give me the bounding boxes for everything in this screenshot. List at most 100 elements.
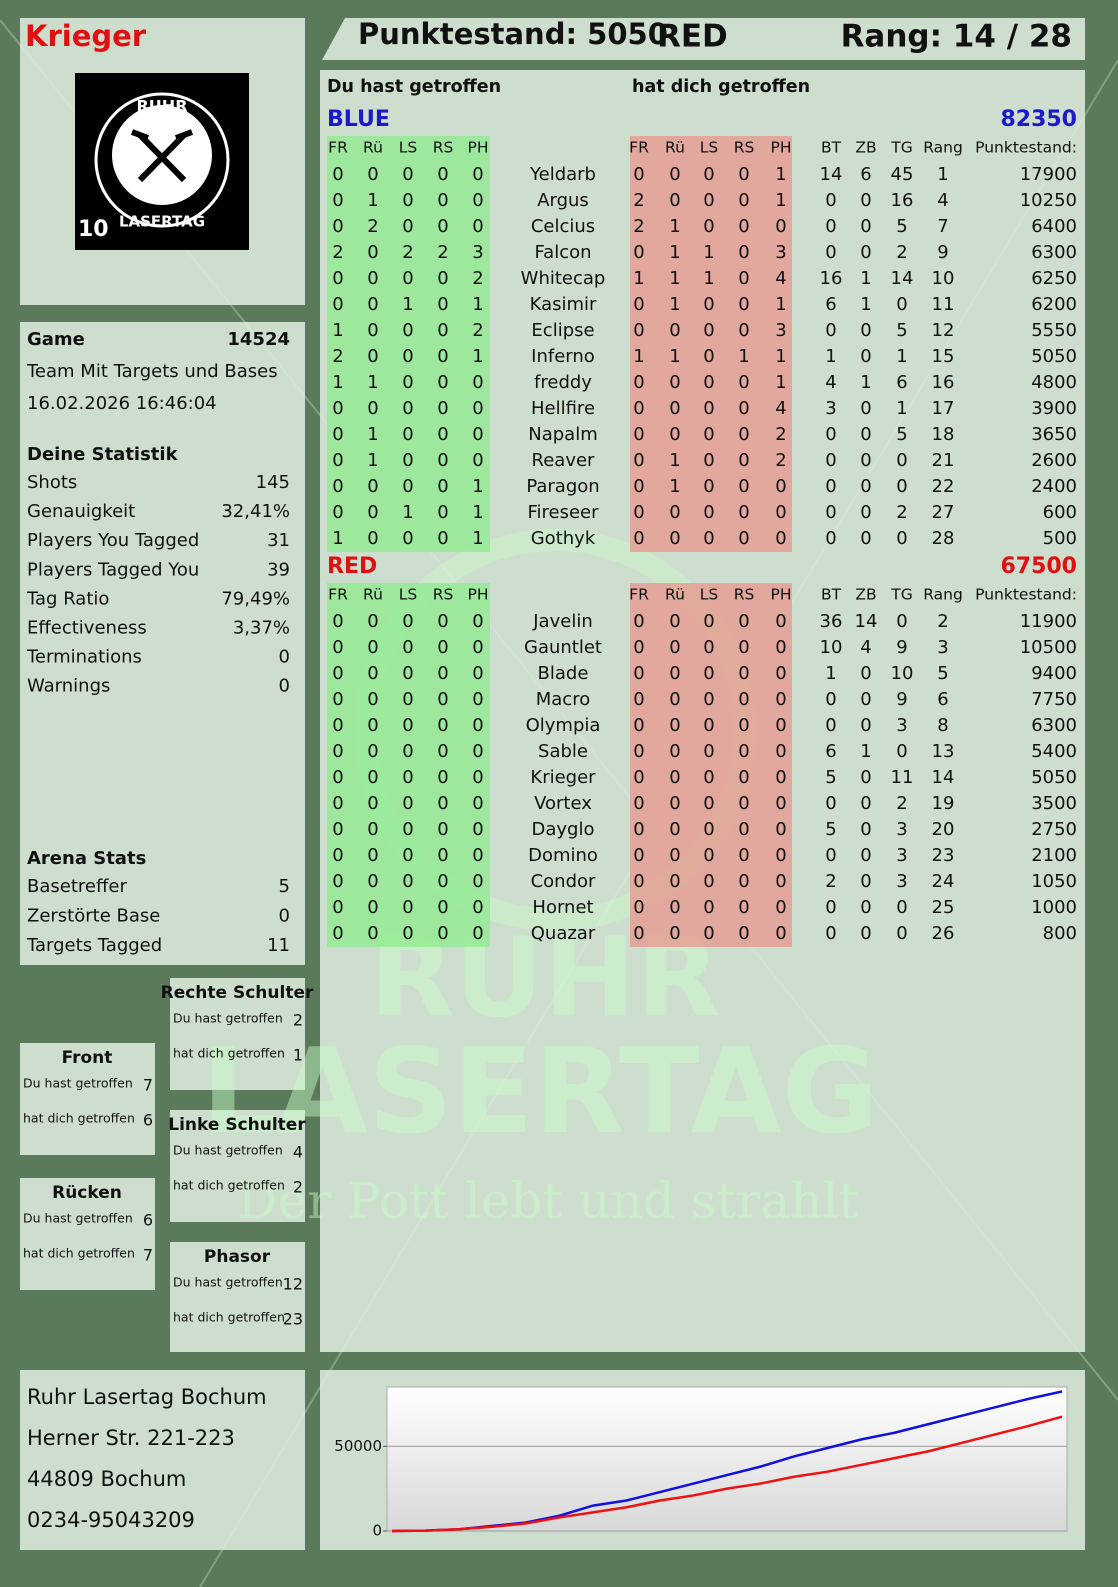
cell: 0 bbox=[775, 637, 786, 658]
cell: 0 bbox=[437, 741, 448, 762]
column-header: RS bbox=[433, 586, 454, 604]
cell: 0 bbox=[860, 845, 871, 866]
header-banner bbox=[322, 18, 1085, 60]
cell: 0 bbox=[332, 767, 343, 788]
cell: 0 bbox=[860, 689, 871, 710]
cell: 0 bbox=[472, 190, 483, 211]
cell: 2 bbox=[402, 242, 413, 263]
address-line: 0234-95043209 bbox=[27, 1508, 195, 1532]
cell: 3 bbox=[775, 320, 786, 341]
cell: 0 bbox=[332, 190, 343, 211]
cell: 0 bbox=[367, 637, 378, 658]
cell: 6250 bbox=[1031, 268, 1077, 289]
zone-panel bbox=[20, 1043, 155, 1155]
cell: 0 bbox=[472, 923, 483, 944]
cell: 13 bbox=[932, 741, 955, 762]
cell: 0 bbox=[367, 611, 378, 632]
player-cell: Quazar bbox=[531, 923, 596, 944]
cell: 0 bbox=[825, 216, 836, 237]
cell: 0 bbox=[669, 320, 680, 341]
zone-label: hat dich getroffen bbox=[173, 1046, 285, 1061]
cell: 2 bbox=[896, 793, 907, 814]
cell: 0 bbox=[437, 715, 448, 736]
cell: 0 bbox=[437, 767, 448, 788]
cell: 15 bbox=[932, 346, 955, 367]
zone-value: 23 bbox=[283, 1310, 303, 1329]
player-cell: Fireseer bbox=[527, 502, 599, 523]
cell: 0 bbox=[703, 164, 714, 185]
cell: 0 bbox=[738, 819, 749, 840]
zone-label: Du hast getroffen bbox=[173, 1143, 283, 1158]
cell: 4 bbox=[825, 372, 836, 393]
cell: 0 bbox=[402, 216, 413, 237]
cell: 0 bbox=[738, 450, 749, 471]
cell: 0 bbox=[367, 741, 378, 762]
cell: 0 bbox=[703, 320, 714, 341]
watermark: Der Pott lebt und strahlt bbox=[238, 1172, 859, 1230]
stat-label: Players You Tagged bbox=[27, 530, 199, 551]
cell: 6 bbox=[937, 689, 948, 710]
cell: 24 bbox=[932, 871, 955, 892]
cell: 0 bbox=[860, 190, 871, 211]
column-header: LS bbox=[700, 586, 718, 604]
cell: 0 bbox=[402, 923, 413, 944]
cell: 1 bbox=[937, 164, 948, 185]
zone-panel bbox=[20, 1178, 155, 1290]
column-header: PH bbox=[467, 586, 488, 604]
cell: 0 bbox=[738, 637, 749, 658]
cell: 0 bbox=[738, 715, 749, 736]
cell: 0 bbox=[825, 320, 836, 341]
cell: 0 bbox=[472, 663, 483, 684]
cell: 0 bbox=[669, 689, 680, 710]
cell: 0 bbox=[825, 242, 836, 263]
cell: 0 bbox=[367, 663, 378, 684]
cell: 0 bbox=[825, 897, 836, 918]
zone-value: 6 bbox=[143, 1111, 153, 1130]
label: 16.02.2026 16:46:04 bbox=[27, 393, 217, 414]
cell: 0 bbox=[633, 741, 644, 762]
cell: 0 bbox=[472, 637, 483, 658]
cell: 0 bbox=[437, 216, 448, 237]
player-cell: Argus bbox=[537, 190, 589, 211]
cell: 0 bbox=[860, 320, 871, 341]
cell: 2 bbox=[937, 611, 948, 632]
cell: 2750 bbox=[1031, 819, 1077, 840]
cell: 1 bbox=[669, 216, 680, 237]
cell: 3 bbox=[775, 242, 786, 263]
player-cell: Domino bbox=[528, 845, 598, 866]
cell: 0 bbox=[367, 819, 378, 840]
cell: 0 bbox=[703, 715, 714, 736]
cell: 0 bbox=[825, 190, 836, 211]
stat-value: 0 bbox=[279, 676, 290, 697]
cell: 0 bbox=[472, 741, 483, 762]
cell: 7750 bbox=[1031, 689, 1077, 710]
cell: 0 bbox=[633, 528, 644, 549]
cell: 0 bbox=[633, 611, 644, 632]
cell: 0 bbox=[703, 528, 714, 549]
cell: 6 bbox=[825, 294, 836, 315]
cell: 1 bbox=[367, 424, 378, 445]
player-score: Punktestand: 5050 bbox=[358, 17, 668, 51]
cell: 9 bbox=[896, 689, 907, 710]
cell: 0 bbox=[437, 164, 448, 185]
column-header: LS bbox=[399, 586, 417, 604]
cell: 1 bbox=[738, 346, 749, 367]
cell: 0 bbox=[703, 897, 714, 918]
cell: 11900 bbox=[1020, 611, 1077, 632]
cell: 0 bbox=[472, 611, 483, 632]
cell: 1 bbox=[669, 450, 680, 471]
column-header: Rü bbox=[363, 586, 383, 604]
cell: 18 bbox=[932, 424, 955, 445]
cell: 0 bbox=[669, 528, 680, 549]
cell: 0 bbox=[775, 663, 786, 684]
stat-label: Tag Ratio bbox=[26, 588, 109, 609]
label: Arena Stats bbox=[27, 848, 146, 869]
cell: 0 bbox=[472, 450, 483, 471]
cell: 0 bbox=[703, 424, 714, 445]
cell: 25 bbox=[932, 897, 955, 918]
cell: 11 bbox=[932, 294, 955, 315]
cell: 5 bbox=[896, 424, 907, 445]
stat-label: Players Tagged You bbox=[27, 559, 199, 580]
cell: 4 bbox=[860, 637, 871, 658]
